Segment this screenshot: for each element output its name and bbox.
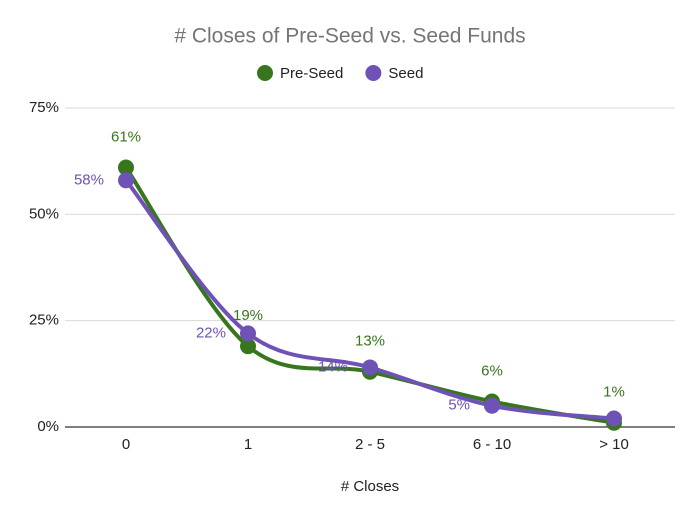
data-label: 6% bbox=[481, 362, 503, 379]
data-label: 1% bbox=[603, 384, 625, 401]
x-tick-label: 1 bbox=[244, 436, 252, 453]
legend-marker bbox=[365, 65, 382, 81]
legend-label: Pre-Seed bbox=[280, 65, 343, 82]
y-tick-label: 50% bbox=[29, 205, 59, 222]
data-point bbox=[484, 397, 500, 414]
y-tick-label: 0% bbox=[37, 418, 59, 435]
series-line bbox=[124, 179, 615, 421]
data-point bbox=[118, 172, 134, 189]
data-point bbox=[362, 359, 378, 376]
data-point bbox=[240, 325, 256, 342]
x-tick-label: 0 bbox=[122, 436, 130, 453]
data-point bbox=[606, 410, 622, 427]
data-label: 13% bbox=[355, 333, 385, 350]
legend: Pre-Seed Seed bbox=[257, 65, 423, 82]
data-label: 14% bbox=[318, 358, 348, 375]
data-label: 58% bbox=[74, 171, 104, 188]
x-tick-label: 6 - 10 bbox=[473, 436, 511, 453]
data-point bbox=[118, 159, 134, 176]
chart-title: # Closes of Pre-Seed vs. Seed Funds bbox=[174, 25, 525, 48]
data-label: 19% bbox=[233, 307, 263, 324]
data-label: 22% bbox=[196, 324, 226, 341]
y-tick-label: 25% bbox=[29, 312, 59, 329]
x-tick-label: > 10 bbox=[599, 436, 629, 453]
data-label: 61% bbox=[111, 129, 141, 146]
legend-label: Seed bbox=[388, 65, 423, 82]
y-tick-label: 75% bbox=[29, 99, 59, 116]
legend-marker bbox=[257, 65, 273, 81]
series-line bbox=[124, 166, 615, 425]
x-tick-label: 2 - 5 bbox=[355, 436, 385, 453]
x-axis-title: # Closes bbox=[341, 478, 399, 495]
data-label: 5% bbox=[448, 397, 470, 414]
data-point bbox=[240, 338, 256, 355]
